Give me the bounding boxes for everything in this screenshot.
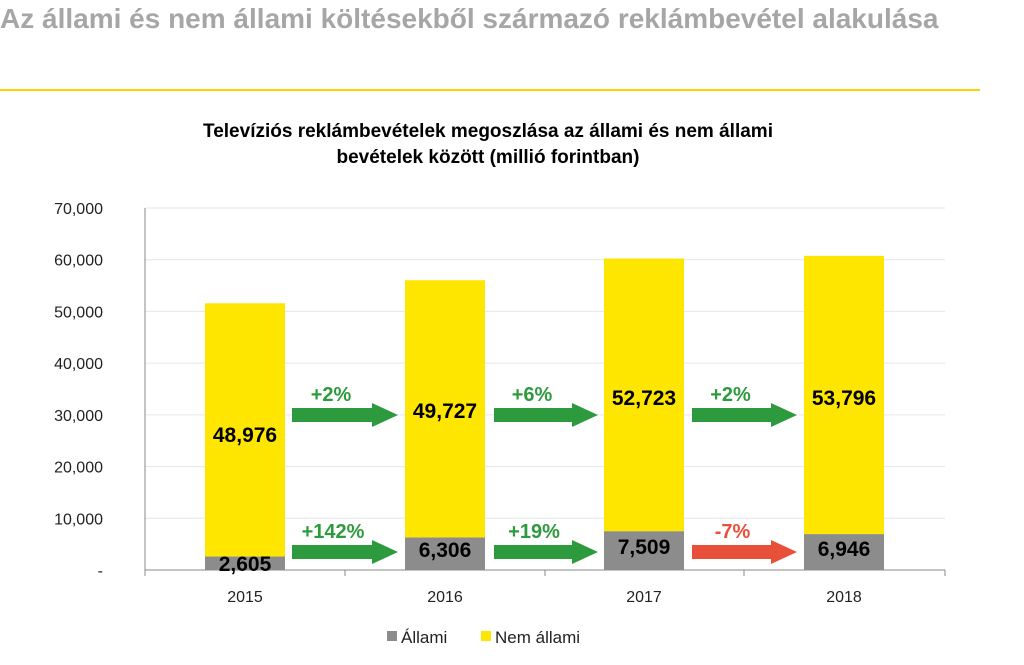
y-tick-label: 30,000	[54, 408, 103, 425]
y-tick-label: 20,000	[54, 460, 103, 477]
change-label-allami: +142%	[302, 521, 365, 543]
value-labels: 48,976 2,605 49,727 6,306 52,723 7,509 53,796 6…	[213, 387, 876, 576]
title-underline	[0, 89, 980, 91]
change-label-nem-allami: +6%	[512, 384, 553, 406]
y-tick-label: 10,000	[54, 511, 103, 528]
bar-nem-allami	[804, 255, 884, 535]
change-label-allami: -7%	[715, 521, 751, 543]
page-title: Az állami és nem állami költésekből szár…	[0, 3, 939, 34]
legend-label-nem-allami: Nem állami	[495, 628, 580, 647]
y-tick-label: 40,000	[54, 356, 103, 373]
change-arrow-allami	[692, 540, 797, 564]
bar-allami	[405, 537, 485, 570]
change-arrow-nem-allami	[494, 403, 598, 427]
chart-title-line1: Televíziós reklámbevételek megoszlása az…	[203, 121, 773, 142]
change-label-nem-allami: +2%	[710, 384, 751, 406]
legend-label-allami: Állami	[401, 628, 447, 647]
bars	[205, 255, 884, 570]
legend-swatch-allami	[387, 631, 397, 641]
value-label-nem-allami: 52,723	[612, 387, 676, 410]
y-tick-label: 50,000	[54, 304, 103, 321]
x-tick-label: 2017	[626, 589, 662, 606]
value-label-allami: 6,946	[818, 538, 871, 561]
change-label-allami: +19%	[508, 521, 560, 543]
legend-swatch-nem-allami	[481, 631, 491, 641]
value-label-allami: 6,306	[419, 539, 472, 562]
bar-nem-allami	[604, 258, 684, 532]
value-label-allami: 7,509	[618, 536, 671, 559]
x-tick-label: 2018	[826, 589, 862, 606]
change-arrow-nem-allami	[292, 403, 398, 427]
value-label-allami: 2,605	[219, 553, 272, 576]
change-arrows: +2% +6% +2% +142% +19% -7%	[292, 384, 797, 564]
bar-nem-allami	[205, 303, 285, 557]
y-tick-label: -	[98, 563, 103, 580]
value-label-nem-allami: 48,976	[213, 424, 277, 447]
change-arrow-allami	[292, 540, 398, 564]
y-tick-label: 70,000	[54, 201, 103, 218]
chart-title-line2: bevételek között (millió forintban)	[337, 147, 640, 168]
bar-allami	[804, 534, 884, 570]
bar-nem-allami	[405, 280, 485, 538]
value-label-nem-allami: 53,796	[812, 387, 876, 410]
y-tick-label: 60,000	[54, 253, 103, 270]
change-arrow-nem-allami	[692, 403, 797, 427]
change-arrow-allami	[494, 540, 598, 564]
bar-allami	[205, 556, 285, 570]
x-tick-label: 2015	[227, 589, 263, 606]
legend: Állami Nem állami	[387, 628, 580, 647]
axes: - 10,000 20,000 30,000 40,000 50,000 60,000 70,…	[54, 201, 946, 606]
bar-allami	[604, 531, 684, 570]
change-label-nem-allami: +2%	[311, 384, 352, 406]
value-label-nem-allami: 49,727	[413, 400, 477, 423]
x-tick-label: 2016	[427, 589, 463, 606]
